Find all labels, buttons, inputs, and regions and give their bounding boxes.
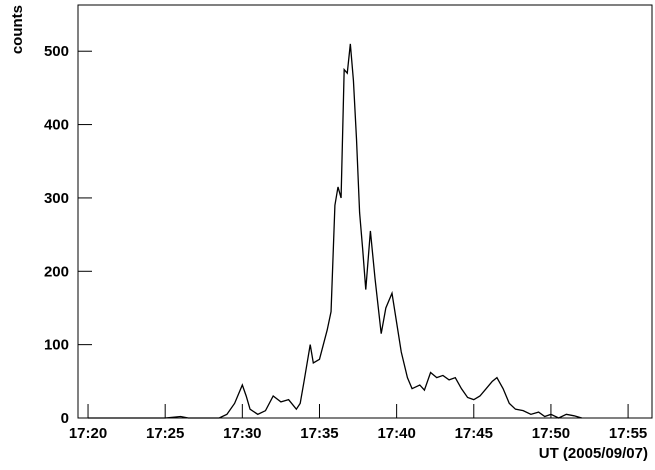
x-tick-label: 17:50	[532, 425, 570, 442]
data-line	[88, 43, 582, 419]
y-tick-label: 400	[44, 117, 69, 134]
y-tick-label: 200	[44, 263, 69, 280]
y-tick-label: 0	[61, 410, 69, 427]
x-tick-label: 17:55	[609, 425, 647, 442]
x-tick-label: 17:40	[377, 425, 415, 442]
plot-frame	[77, 4, 653, 419]
x-tick-label: 17:30	[223, 425, 261, 442]
x-tick-label: 17:35	[300, 425, 338, 442]
x-tick-label: 17:45	[455, 425, 493, 442]
y-tick-label: 300	[44, 190, 69, 207]
y-tick-label: 500	[44, 43, 69, 60]
x-tick-label: 17:25	[146, 425, 184, 442]
y-axis-title: counts	[9, 5, 26, 54]
x-tick-label: 17:20	[69, 425, 107, 442]
x-axis-title: UT (2005/09/07)	[539, 445, 648, 462]
y-tick-label: 100	[44, 337, 69, 354]
